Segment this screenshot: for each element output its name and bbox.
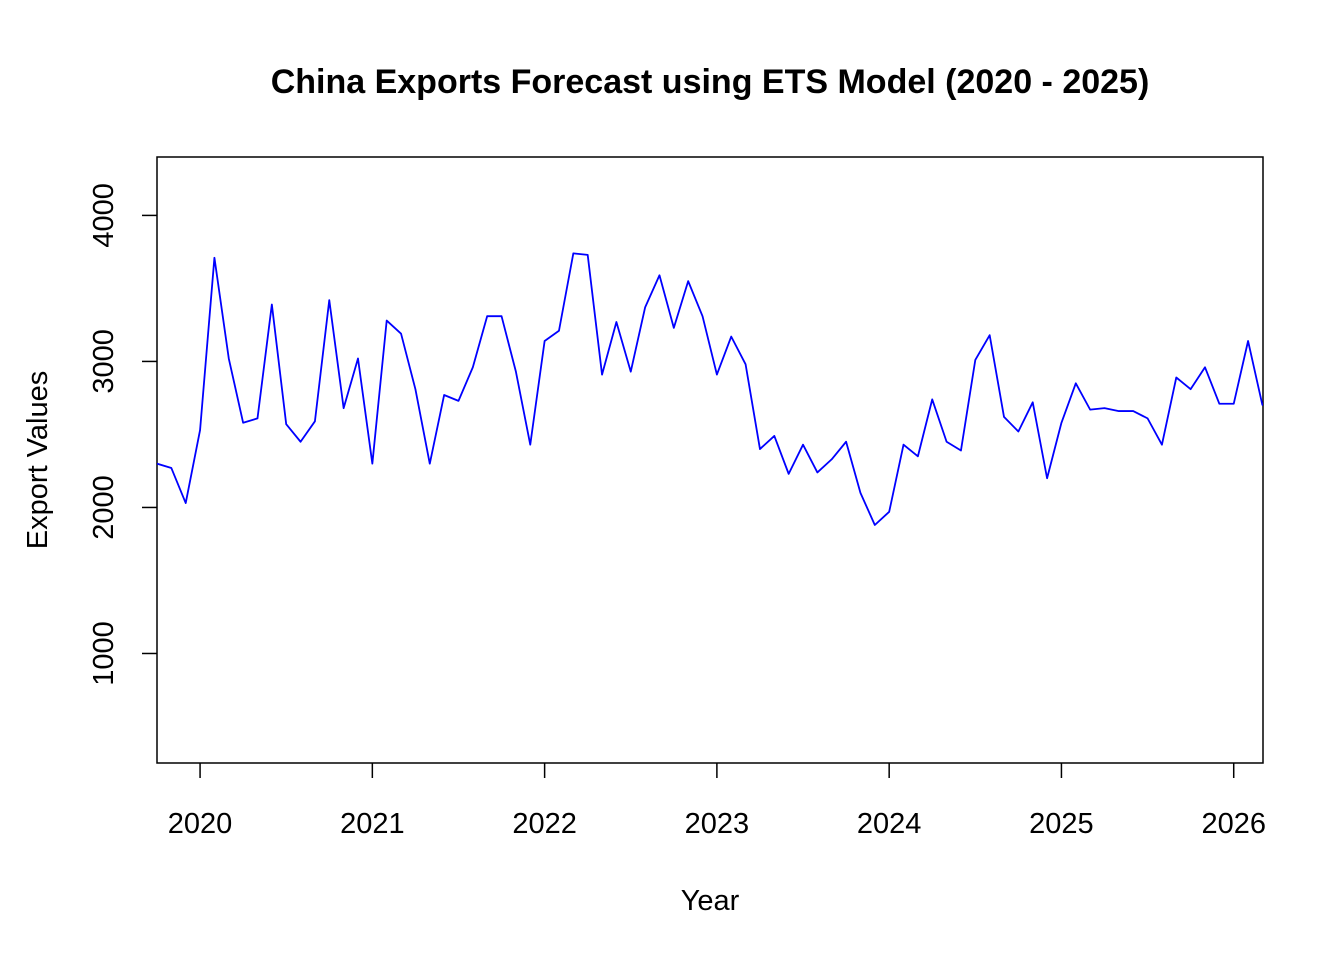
data-point <box>558 330 560 332</box>
data-point <box>457 400 460 402</box>
data-point <box>1003 416 1005 418</box>
data-point <box>716 373 718 376</box>
plot-frame <box>156 156 1264 764</box>
data-point <box>572 252 574 254</box>
data-point <box>400 333 402 335</box>
data-point <box>673 327 675 329</box>
data-point <box>888 511 890 513</box>
data-point <box>271 303 273 306</box>
data-point <box>859 492 862 494</box>
y-tick-label: 1000 <box>88 621 120 686</box>
chart-title: China Exports Forecast using ETS Model (… <box>271 63 1150 101</box>
data-point <box>299 441 302 443</box>
data-point <box>587 254 589 256</box>
data-point <box>788 473 790 475</box>
y-tick-label: 3000 <box>88 329 120 394</box>
data-point <box>630 371 632 373</box>
y-axis-label: Export Values <box>22 371 54 549</box>
data-point <box>199 429 201 431</box>
data-point <box>1233 403 1235 405</box>
data-point <box>170 467 172 469</box>
data-point <box>1190 388 1192 390</box>
data-point <box>1046 477 1048 479</box>
x-tick-label: 2025 <box>1029 808 1094 840</box>
data-point <box>945 441 948 443</box>
data-point <box>845 441 847 443</box>
data-point <box>615 321 618 323</box>
data-point <box>242 422 244 424</box>
data-point <box>515 371 517 373</box>
x-tick-label: 2024 <box>857 808 922 840</box>
data-point <box>228 357 230 360</box>
data-point <box>343 407 345 409</box>
data-point <box>529 444 531 446</box>
data-point <box>1218 403 1220 405</box>
data-point <box>816 471 818 474</box>
data-point <box>802 444 804 446</box>
data-point <box>486 315 488 317</box>
series-line <box>157 252 1263 526</box>
data-point <box>701 315 704 317</box>
data-point <box>1132 410 1134 412</box>
x-axis-label: Year <box>681 885 740 917</box>
y-tick-label: 4000 <box>88 183 120 248</box>
data-point <box>472 366 474 368</box>
data-point <box>687 280 689 282</box>
data-point <box>371 463 373 465</box>
data-point <box>917 455 919 457</box>
x-axis: 2020 2021 2022 2023 2024 2025 2026 <box>168 763 1266 840</box>
data-point <box>1089 409 1091 411</box>
data-point <box>213 257 216 259</box>
data-point <box>989 334 991 336</box>
data-point <box>730 336 732 338</box>
data-point <box>773 435 775 437</box>
x-tick-label: 2021 <box>340 808 405 840</box>
data-point <box>1261 404 1263 406</box>
data-point <box>357 357 359 360</box>
data-point <box>1032 401 1034 403</box>
plot-area <box>157 252 1263 526</box>
data-point <box>1161 444 1163 446</box>
data-point <box>831 458 833 460</box>
data-point <box>1075 382 1077 384</box>
data-point <box>1175 376 1177 379</box>
data-point <box>414 388 417 390</box>
data-point <box>1146 417 1149 419</box>
data-point <box>644 306 646 308</box>
data-point <box>1204 366 1206 368</box>
data-point <box>314 420 316 422</box>
data-point <box>1103 407 1106 409</box>
data-point <box>328 299 330 301</box>
data-point <box>960 449 962 452</box>
data-point <box>931 398 933 400</box>
data-point <box>256 417 259 419</box>
data-point <box>429 463 431 465</box>
data-point <box>386 319 388 322</box>
data-point <box>157 463 158 465</box>
data-point <box>974 359 976 361</box>
x-tick-label: 2020 <box>168 808 233 840</box>
data-point <box>1060 422 1063 424</box>
x-tick-label: 2026 <box>1201 808 1266 840</box>
x-tick-label: 2023 <box>685 808 750 840</box>
data-point <box>1017 430 1019 433</box>
y-axis: 1000 2000 3000 4000 <box>88 183 157 686</box>
data-point <box>759 448 761 450</box>
data-point <box>658 274 661 276</box>
data-point <box>902 444 905 446</box>
data-point <box>285 423 287 425</box>
data-point <box>1118 410 1120 412</box>
data-point <box>745 363 747 365</box>
y-tick-label: 2000 <box>88 475 120 540</box>
data-point <box>185 502 187 504</box>
data-point <box>1247 340 1249 342</box>
data-point <box>443 394 445 396</box>
data-point <box>601 373 603 376</box>
data-point <box>500 315 503 317</box>
x-tick-label: 2022 <box>512 808 577 840</box>
data-point <box>874 524 876 526</box>
data-point <box>544 340 546 342</box>
